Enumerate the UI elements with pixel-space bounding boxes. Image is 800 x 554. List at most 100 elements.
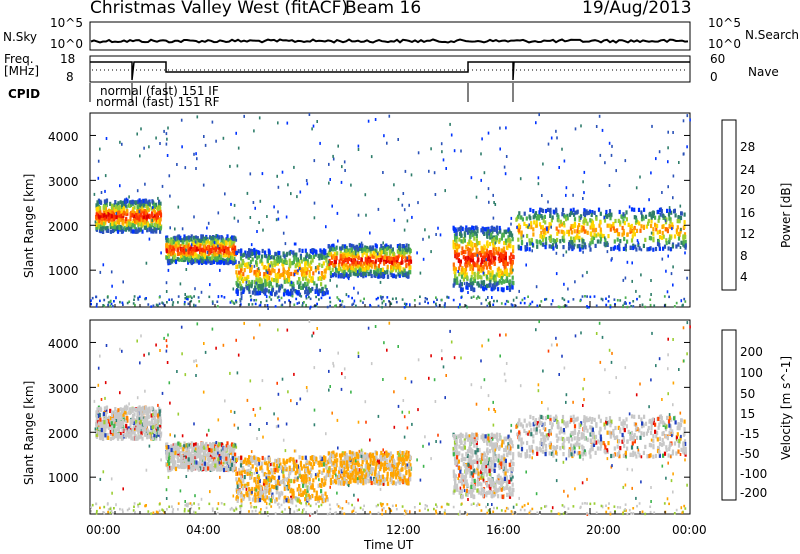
power-cell-726 <box>223 253 226 258</box>
velocity-cell-275 <box>126 418 129 423</box>
velocity-cell-671 <box>176 464 179 469</box>
power-cell-2928 <box>570 245 573 250</box>
power-noise-10 <box>357 144 360 148</box>
power-cell-2587 <box>481 228 484 233</box>
power-cell-2193 <box>455 254 458 259</box>
power-noise-17 <box>257 267 260 271</box>
velocity-cell-1012 <box>172 462 175 467</box>
power-cell-195 <box>136 208 139 213</box>
power-cell-2278 <box>470 281 473 286</box>
power-cell-2621 <box>626 232 629 237</box>
power-cell-2663 <box>580 214 583 219</box>
power-cell-202 <box>146 208 149 213</box>
power-cell-1541 <box>245 262 248 267</box>
power-cell-2337 <box>471 266 475 271</box>
velocity-cell-966 <box>174 443 177 448</box>
power-cell-2405 <box>462 250 465 255</box>
power-cell-3026 <box>604 243 607 248</box>
power-noise-7 <box>493 201 495 204</box>
power-cell-2593 <box>507 243 510 248</box>
velocity-cell-91 <box>155 436 158 441</box>
power-cell-2788 <box>523 211 526 216</box>
power-cell-2308 <box>494 247 498 252</box>
velocity-cell-983 <box>228 448 231 453</box>
power-cell-2864 <box>657 218 660 223</box>
velocity-cell-952 <box>192 448 195 454</box>
power-noise-410 <box>329 278 331 282</box>
velocity-cell-127 <box>115 415 118 420</box>
power-cell-2109 <box>452 239 455 245</box>
power-cell-2972 <box>576 229 579 234</box>
power-cell-2270 <box>473 261 476 266</box>
power-cell-1427 <box>274 261 277 266</box>
power-cell-2980 <box>546 207 549 212</box>
power-cell-2081 <box>459 259 462 264</box>
power-cell-506 <box>153 222 157 227</box>
power-cell-2268 <box>452 262 455 267</box>
power-cell-2818 <box>582 211 586 216</box>
power-gs-229 <box>187 295 190 299</box>
velocity-cell-694 <box>165 462 168 467</box>
velocity-cell-779 <box>203 457 206 462</box>
power-gs-201 <box>229 301 232 304</box>
power-gs-100 <box>300 295 303 298</box>
velocity-cell-335 <box>137 435 140 440</box>
power-cell-1894 <box>405 274 408 279</box>
power-cell-2233 <box>469 251 472 257</box>
power-cell-435 <box>138 217 141 222</box>
velocity-cell-908 <box>216 441 219 446</box>
power-cell-2632 <box>633 215 636 220</box>
power-cell-1548 <box>267 263 270 268</box>
velocity-cell-1127 <box>248 496 251 501</box>
velocity-cell-832 <box>210 466 213 471</box>
power-gs-9 <box>253 299 256 302</box>
power-cell-2039 <box>367 271 370 276</box>
power-cell-2366 <box>462 277 465 282</box>
velocity-cell-189 <box>133 412 136 417</box>
power-cell-1800 <box>371 254 374 259</box>
power-cell-3111 <box>635 228 639 233</box>
velocity-cell-318 <box>133 436 136 441</box>
power-cell-1500 <box>237 283 240 288</box>
power-noise-83 <box>357 148 360 151</box>
power-cell-2614 <box>622 219 625 224</box>
power-noise-147 <box>202 183 205 187</box>
power-noise-355 <box>672 265 674 269</box>
power-cell-1284 <box>305 252 308 257</box>
power-cell-2913 <box>590 218 593 223</box>
velocity-cell-1032 <box>170 447 173 453</box>
power-cell-908 <box>216 234 219 239</box>
power-cell-384 <box>113 216 116 222</box>
power-cell-2106 <box>458 237 461 242</box>
power-cell-1781 <box>355 244 358 249</box>
power-cell-93 <box>118 220 121 225</box>
power-noise-66 <box>249 172 252 176</box>
power-cell-1580 <box>330 261 333 266</box>
power-cell-1126 <box>305 273 308 278</box>
power-noise-70 <box>402 192 405 195</box>
power-cell-3038 <box>591 228 594 233</box>
power-cell-1315 <box>324 284 327 289</box>
power-cell-1396 <box>298 292 302 297</box>
power-cell-2848 <box>535 239 538 244</box>
power-cell-1386 <box>285 291 288 296</box>
power-cell-757 <box>233 239 236 244</box>
power-cell-2939 <box>624 243 627 248</box>
power-cell-1474 <box>275 278 278 283</box>
power-noise-81 <box>582 180 584 184</box>
velocity-cell-442 <box>132 417 135 422</box>
power-cell-406 <box>112 228 115 234</box>
power-gs-64 <box>137 296 139 300</box>
power-noise-183 <box>538 113 540 117</box>
power-cell-1412 <box>240 274 243 279</box>
power-gs-137 <box>622 305 624 309</box>
power-noise-165 <box>327 260 330 264</box>
velocity-cell-305 <box>120 415 123 420</box>
power-cell-266 <box>126 198 129 203</box>
power-noise-323 <box>610 153 613 157</box>
power-cell-2034 <box>346 253 349 258</box>
power-noise-243 <box>574 280 576 284</box>
power-cell-2100 <box>454 254 457 259</box>
power-cell-482 <box>133 224 136 229</box>
power-cell-2876 <box>652 238 655 243</box>
